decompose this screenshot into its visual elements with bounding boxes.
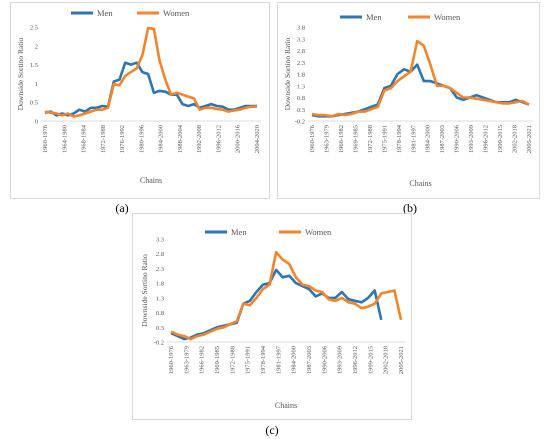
x-tick-label: 1972-1988 [367,125,374,153]
x-tick-label: 1980-1996 [138,124,145,153]
y-tick-label: 1 [35,81,38,88]
x-tick-label: 1963-1979 [323,125,330,153]
x-tick-label: 1966-1982 [338,125,345,153]
x-tick-label: 1963-1979 [183,346,190,374]
series-line-women [170,250,403,341]
y-tick-label: 2.5 [30,25,38,32]
x-tick-label: 1984-2000 [291,346,298,374]
y-tick-label: 0.3 [297,107,305,114]
x-tick-label: 2002-2018 [383,346,390,374]
y-tick-label: 2 [35,43,38,50]
y-tick-label: 1.3 [156,295,164,302]
caption-c: (c) [265,423,279,437]
x-tick-label: 1984-2000 [425,125,432,153]
chart-panel-b: -0.2 0.3 0.8 1.3 1.8 2.3 2.8 3.3 3.8 1960-1976 196… [277,2,540,199]
x-tick-label: 1996-2012 [483,125,490,153]
x-tick-label: 1960-1976 [309,124,316,153]
x-tick-label: 1975-1991 [381,125,388,153]
chart-c-svg: -0.2 0.3 0.8 1.3 1.8 2.3 2.8 3.3 1960-1976 1963-1… [140,227,405,410]
x-tick-label: 1999-2015 [497,125,504,153]
chart-panel-a: 0 0.5 1 1.5 2 2.5 1960-1976 1964-1980 1968-1984 1… [10,2,270,199]
series-line-women [44,26,257,118]
y-tick-label: 1.8 [156,281,164,288]
series-line-men [170,268,383,341]
y-axis-title: Downside Sortino Ratio [140,254,149,327]
x-tick-label: 1978-1994 [260,345,267,374]
x-tick-label: 1984-2000 [158,125,165,153]
x-tick-label: 1990-2006 [454,124,461,153]
y-tick-label: 1.3 [297,83,305,90]
y-axis-title: Downside Sortino Ratio [283,38,292,111]
chart-a-svg: 0 0.5 1 1.5 2 2.5 1960-1976 1964-1980 1968-1984 1… [16,8,261,185]
y-axis-title: Downside Sortino Ratio [16,38,25,111]
caption-b: (b) [403,201,417,215]
x-tick-label: 1968-1984 [81,124,88,153]
y-tick-label: 2.8 [297,48,305,55]
x-tick-label: 2005-2021 [526,125,533,153]
y-tick-label: 2.3 [156,266,164,273]
x-tick-label: 1960-1976 [168,345,175,374]
x-tick-label: 1964-1980 [61,125,68,153]
x-tick-label: 2004-2020 [254,125,261,153]
y-tick-label: -0.2 [154,340,164,347]
y-tick-label: 3.8 [297,25,305,32]
legend-label-women: Women [163,8,190,18]
x-tick-label: 1972-1988 [100,125,107,153]
legend-label-men: Men [366,12,382,22]
y-tick-label: 3.3 [297,36,305,43]
x-tick-label: 1993-2009 [468,125,475,153]
x-axis-title: Chains [140,176,162,185]
chart-b-svg: -0.2 0.3 0.8 1.3 1.8 2.3 2.8 3.3 3.8 1960-1976 196… [283,12,533,188]
y-tick-label: 0.8 [156,310,164,317]
chart-panel-c: -0.2 0.3 0.8 1.3 1.8 2.3 2.8 3.3 1960-1976 1963-1… [132,213,412,420]
y-tick-label: 0 [35,119,38,126]
x-tick-label: 1992-2008 [196,125,203,153]
x-tick-label: 1972-1988 [229,346,236,374]
x-tick-label: 1987-2003 [306,346,313,374]
x-tick-label: 2005-2021 [398,346,405,374]
x-tick-label: 1988-2004 [177,124,184,153]
x-tick-label: 1960-1976 [42,124,49,153]
x-tick-label: 2002-2018 [512,125,519,153]
legend-label-women: Women [434,12,461,22]
x-tick-label: 1996-2012 [352,346,359,374]
y-tick-label: 0.3 [156,325,164,332]
y-tick-label: 0.8 [297,95,305,102]
x-tick-label: 1966-1982 [199,346,206,374]
x-tick-label: 1996-2012 [215,125,222,153]
caption-a: (a) [115,201,129,215]
y-tick-label: 3.3 [156,237,164,244]
y-tick-label: 1.8 [297,72,305,79]
x-tick-label: 1993-2009 [337,346,344,374]
x-axis-title: Chains [409,179,431,188]
series-line-women [311,39,530,118]
series-line-men [44,61,257,117]
legend-label-men: Men [97,8,113,18]
x-axis-title: Chains [275,401,297,410]
x-tick-label: 1981-1997 [275,345,282,374]
series-line-men [311,63,530,118]
legend-label-men: Men [231,227,247,237]
legend-label-women: Women [305,227,332,237]
x-tick-label: 1978-1994 [396,124,403,153]
x-tick-label: 1976-1992 [119,125,126,153]
y-tick-label: -0.2 [295,119,305,126]
x-tick-label: 1999-2015 [367,346,374,374]
x-tick-label: 1990-2006 [321,345,328,374]
x-tick-label: 1969-1985 [214,346,221,374]
y-tick-label: 2.3 [297,60,305,67]
x-tick-label: 1981-1997 [410,124,417,153]
y-tick-label: 2.8 [156,251,164,258]
y-tick-label: 0.5 [30,100,38,107]
y-tick-label: 1.5 [30,62,38,69]
x-tick-label: 2000-2016 [235,124,242,153]
x-tick-label: 1987-2003 [439,125,446,153]
x-tick-label: 1969-1985 [352,125,359,153]
x-tick-label: 1975-1991 [245,346,252,374]
